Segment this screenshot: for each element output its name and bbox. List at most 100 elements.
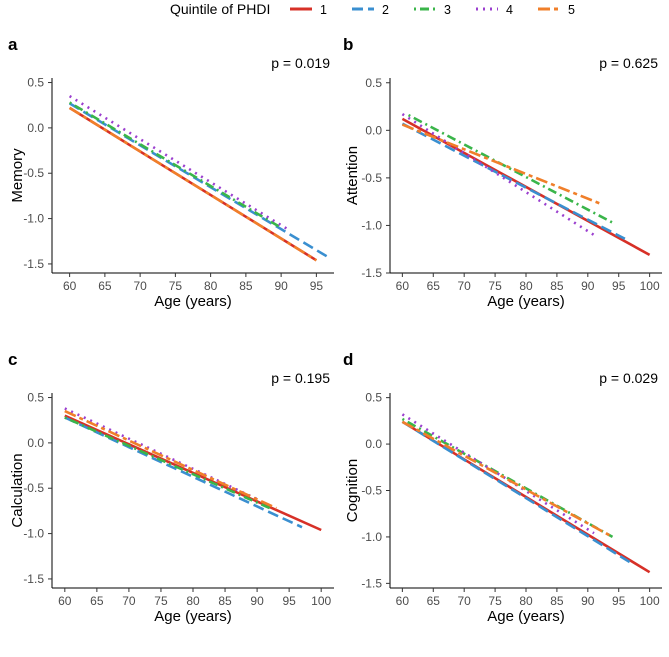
x-tick-label: 75 [488, 594, 502, 608]
y-tick-label: -0.5 [361, 484, 382, 498]
y-tick-label: 0.0 [27, 121, 44, 135]
y-axis-title: Cognition [344, 459, 361, 522]
x-tick-label: 60 [58, 594, 72, 608]
x-tick-label: 80 [186, 594, 200, 608]
y-tick-label: 0.5 [27, 76, 44, 90]
x-tick-label: 95 [310, 279, 324, 293]
y-tick-label: -1.0 [23, 212, 44, 226]
series-line-4 [68, 94, 289, 231]
y-tick-label: -1.5 [23, 257, 44, 271]
x-tick-label: 85 [239, 279, 253, 293]
y-tick-label: -1.0 [23, 527, 44, 541]
x-tick-label: 85 [550, 594, 564, 608]
x-tick-label: 75 [488, 279, 502, 293]
y-tick-label: 0.5 [365, 76, 382, 90]
series-line-3 [68, 101, 282, 229]
panel-letter: a [8, 35, 18, 54]
x-tick-label: 65 [427, 594, 441, 608]
series-line-2 [401, 122, 626, 240]
series-line-4 [64, 407, 258, 501]
x-tick-label: 75 [169, 279, 183, 293]
x-tick-label: 60 [396, 594, 410, 608]
y-tick-label: -1.5 [361, 576, 382, 590]
legend-item-2: 2 [352, 3, 389, 17]
series-line-4 [401, 413, 595, 535]
y-axis-title: Attention [344, 146, 361, 205]
legend: Quintile of PHDI 1 2 3 4 5 [170, 1, 575, 17]
x-tick-label: 100 [311, 594, 331, 608]
x-tick-label: 95 [612, 279, 626, 293]
x-tick-label: 90 [581, 279, 595, 293]
legend-label-3: 3 [444, 3, 451, 17]
y-tick-label: 0.5 [365, 391, 382, 405]
panel-d: d p = 0.029 0.5 0.0 -0.5 -1.0 -1.5 60 65 70 75 80 85… [343, 350, 662, 625]
y-axis-title: Memory [9, 148, 26, 203]
panel-letter: c [8, 350, 17, 369]
x-tick-label: 90 [581, 594, 595, 608]
x-tick-label: 65 [90, 594, 104, 608]
y-tick-label: 0.0 [365, 123, 382, 137]
y-tick-label: -0.5 [23, 166, 44, 180]
legend-label-2: 2 [382, 3, 389, 17]
legend-label-4: 4 [506, 3, 513, 17]
y-axis-title: Calculation [9, 453, 26, 527]
p-value: p = 0.195 [271, 370, 330, 386]
legend-item-4: 4 [476, 3, 513, 17]
x-axis-title: Age (years) [154, 608, 232, 625]
legend-item-5: 5 [538, 3, 575, 17]
y-tick-label: -1.5 [361, 266, 382, 280]
series-line-5 [401, 123, 601, 205]
p-value: p = 0.029 [599, 370, 658, 386]
y-tick-label: -0.5 [361, 171, 382, 185]
p-value: p = 0.019 [271, 55, 330, 71]
x-tick-label: 85 [550, 279, 564, 293]
y-tick-label: -1.5 [23, 572, 44, 586]
x-tick-label: 70 [133, 279, 147, 293]
series-line-5 [401, 420, 614, 539]
y-tick-label: -0.5 [23, 481, 44, 495]
x-tick-label: 90 [250, 594, 264, 608]
legend-label-5: 5 [568, 3, 575, 17]
x-tick-label: 95 [612, 594, 626, 608]
x-tick-label: 80 [519, 279, 533, 293]
x-tick-label: 80 [519, 594, 533, 608]
panel-b: b p = 0.625 0.5 0.0 -0.5 -1.0 -1.5 60 65 70 75 80 85… [343, 35, 662, 310]
y-tick-label: 0.5 [27, 391, 44, 405]
series-line-5 [68, 106, 318, 262]
x-tick-label: 85 [218, 594, 232, 608]
legend-label-1: 1 [320, 3, 327, 17]
y-tick-label: 0.0 [365, 437, 382, 451]
y-tick-label: -1.0 [361, 218, 382, 232]
series-line-2 [401, 420, 632, 565]
x-tick-label: 60 [63, 279, 77, 293]
series-line-2 [64, 416, 303, 529]
x-tick-label: 80 [204, 279, 218, 293]
series-line-4 [401, 113, 595, 237]
y-tick-label: -1.0 [361, 530, 382, 544]
x-tick-label: 100 [640, 594, 660, 608]
x-axis-title: Age (years) [154, 293, 232, 310]
series-line-3 [64, 416, 271, 510]
x-tick-label: 70 [458, 594, 472, 608]
x-tick-label: 75 [154, 594, 168, 608]
x-axis-title: Age (years) [487, 293, 565, 310]
x-tick-label: 95 [282, 594, 296, 608]
x-tick-label: 65 [427, 279, 441, 293]
p-value: p = 0.625 [599, 55, 658, 71]
legend-item-1: 1 [290, 3, 327, 17]
panel-c: c p = 0.195 0.5 0.0 -0.5 -1.0 -1.5 60 65 70 75 80 85… [8, 350, 334, 625]
x-tick-label: 100 [640, 279, 660, 293]
panel-letter: d [343, 350, 353, 369]
series-line-3 [407, 113, 614, 224]
y-tick-label: 0.0 [27, 436, 44, 450]
legend-item-3: 3 [414, 3, 451, 17]
x-tick-label: 70 [458, 279, 472, 293]
panel-a: a p = 0.019 0.5 0.0 -0.5 -1.0 -1.5 60 65 70 75 80 85… [8, 35, 334, 310]
legend-title: Quintile of PHDI [170, 1, 270, 17]
x-tick-label: 90 [274, 279, 288, 293]
x-axis-title: Age (years) [487, 608, 565, 625]
x-tick-label: 65 [98, 279, 112, 293]
x-tick-label: 70 [122, 594, 136, 608]
series-line-5 [64, 409, 277, 510]
